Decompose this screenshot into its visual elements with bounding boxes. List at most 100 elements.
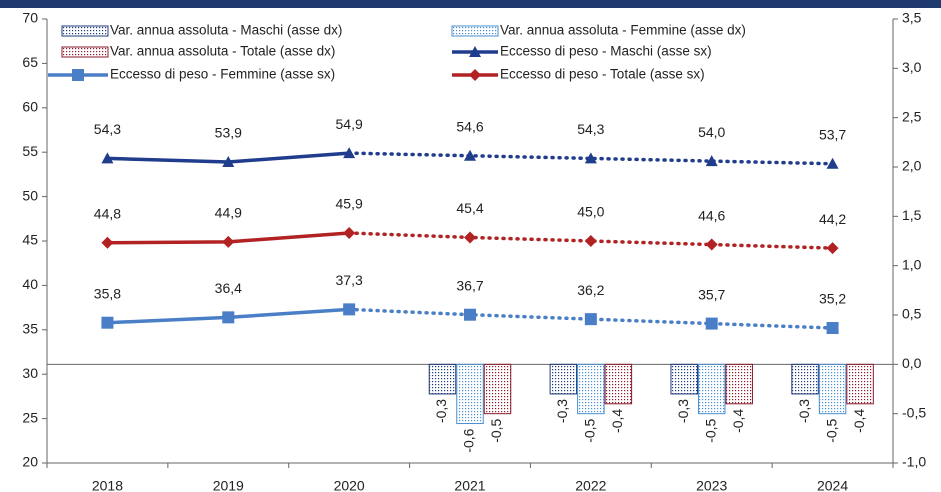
data-label: 35,7 [698,286,725,302]
bar-label: -0,5 [823,418,839,442]
y-tick-label: 25 [22,409,38,425]
y-tick-label: 60 [22,99,38,115]
marker [343,303,356,316]
marker [464,231,476,244]
bar [577,363,605,415]
x-tick-label: 2021 [454,478,485,492]
y-tick-label: 20 [22,454,38,470]
x-tick-label: 2020 [334,478,365,492]
marker [343,227,356,240]
y-tick-label: 40 [22,276,38,292]
legend-label: Eccesso di peso - Totale (asse sx) [500,67,705,82]
data-label: 44,2 [819,211,846,227]
y2-tick-label: 3,5 [902,10,922,26]
y-tick-label: 45 [22,232,38,248]
legend-label: Eccesso di peso - Maschi (asse sx) [500,44,712,59]
bar [428,363,457,395]
marker [705,155,718,167]
data-label: 36,4 [215,280,242,296]
legend-swatch [61,46,109,58]
marker [222,235,235,248]
bar-label: -0,3 [554,399,570,423]
marker [584,152,597,164]
y-tick-label: 35 [22,321,38,337]
marker [222,311,235,324]
marker [101,316,114,329]
legend-label: Var. annua assoluta - Femmine (asse dx) [500,23,746,38]
bar-label: -0,5 [488,418,504,442]
bar [697,363,726,415]
bar [818,363,847,415]
bar-label: -0,4 [851,409,867,433]
marker [469,46,481,57]
bar-label: -0,5 [582,418,598,442]
legend-label: Var. annua assoluta - Maschi (asse dx) [110,23,342,38]
y-tick-label: 65 [22,54,38,70]
y2-tick-label: 0,0 [902,355,922,371]
marker [101,152,114,164]
data-label: 44,6 [698,207,725,223]
bar-label: -0,3 [796,399,812,423]
bar [604,363,633,405]
y2-tick-label: 1,5 [902,207,922,223]
marker [826,242,839,255]
legend-label: Var. annua assoluta - Totale (asse dx) [110,44,335,59]
x-tick-label: 2022 [575,478,606,492]
data-label: 54,9 [336,116,363,132]
y2-tick-label: 3,0 [902,59,922,75]
marker [343,147,356,159]
x-tick-label: 2024 [817,478,848,492]
legend-swatch [61,25,109,37]
marker [101,236,114,249]
legend-label: Eccesso di peso - Femmine (asse sx) [110,67,335,82]
y-tick-label: 50 [22,187,38,203]
y2-tick-label: 0,5 [902,306,922,322]
y2-tick-label: -1,0 [902,454,926,470]
data-label: 45,4 [456,200,483,216]
data-label: 36,2 [577,282,604,298]
data-label: 54,3 [577,121,604,137]
data-label: 45,9 [336,196,363,212]
y-tick-label: 30 [22,365,38,381]
y2-tick-label: 1,0 [902,256,922,272]
marker [705,317,718,330]
bar-label: -0,3 [675,399,691,423]
x-tick-label: 2019 [213,478,244,492]
bar [725,363,753,405]
bar-label: -0,4 [730,409,746,433]
y2-tick-label: 2,5 [902,108,922,124]
bar-label: -0,4 [609,409,625,433]
bar-label: -0,3 [433,399,449,423]
y-tick-label: 55 [22,143,38,159]
bar-label: -0,6 [461,428,477,452]
marker [826,322,839,335]
x-tick-label: 2018 [92,478,123,492]
data-label: 44,9 [215,205,242,221]
bar [846,363,874,405]
y2-tick-label: 2,0 [902,158,922,174]
data-label: 53,7 [819,126,846,142]
marker [705,238,718,251]
bar [670,363,698,395]
marker [584,313,597,326]
marker [826,157,839,169]
bar [456,363,484,425]
data-label: 44,8 [94,205,121,221]
data-label: 53,9 [215,125,242,141]
header-band [0,0,941,8]
data-label: 35,2 [819,291,846,307]
data-label: 36,7 [456,277,483,293]
marker [464,308,476,321]
marker [464,149,476,161]
data-label: 54,6 [456,118,483,134]
data-label: 37,3 [336,272,363,288]
y2-tick-label: -0,5 [902,404,926,420]
marker [584,235,597,247]
data-label: 45,0 [577,204,604,220]
bar-label: -0,5 [702,418,718,442]
data-label: 54,3 [94,121,121,137]
marker [222,155,235,167]
marker [72,69,84,81]
bar [549,363,578,395]
